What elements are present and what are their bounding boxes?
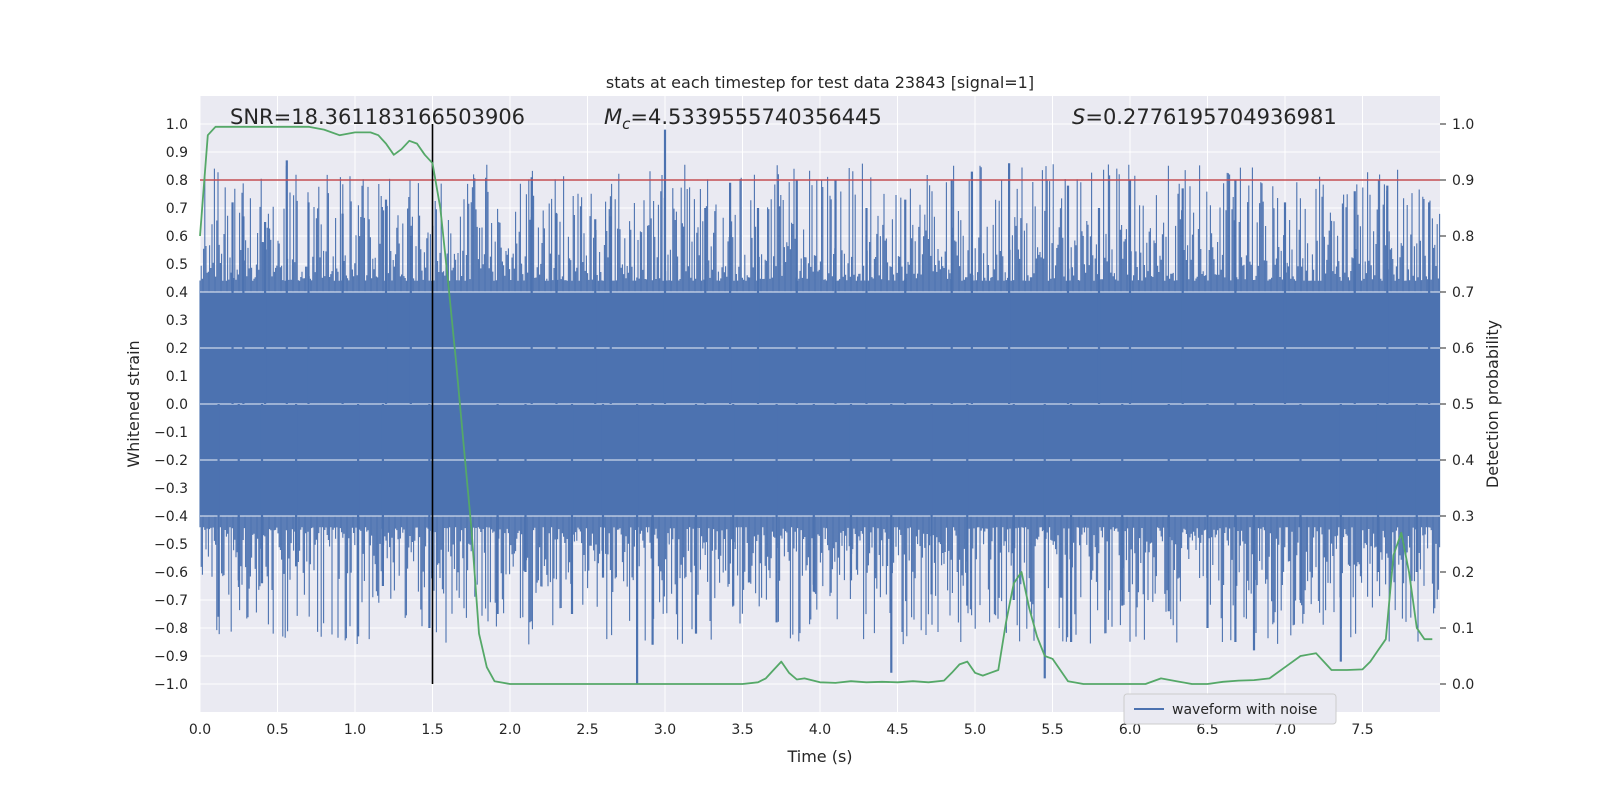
chirp-mass-value: =4.5339555740356445: [630, 105, 881, 129]
legend: waveform with noise: [1123, 693, 1337, 725]
y-left-tick-label: 0.0: [166, 397, 188, 413]
y-right-tick-label: 0.3: [1452, 509, 1474, 525]
y-left-tick-label: 0.1: [166, 369, 188, 385]
y-left-tick-label: −0.4: [154, 509, 188, 525]
y-right-tick-label: 0.7: [1452, 285, 1474, 301]
x-tick-label: 0.5: [266, 722, 288, 738]
chirp-mass-symbol: M: [604, 105, 622, 129]
y-right-tick-label: 0.1: [1452, 621, 1474, 637]
y-left-tick-label: −0.8: [154, 621, 188, 637]
y-right-tick-label: 0.6: [1452, 341, 1474, 357]
x-tick-label: 5.0: [964, 722, 986, 738]
s-value: =0.2776195704936981: [1085, 105, 1336, 129]
y-right-tick-label: 1.0: [1452, 117, 1474, 133]
y-right-tick-label: 0.2: [1452, 565, 1474, 581]
y-left-tick-label: −1.0: [154, 677, 188, 693]
legend-box: [1123, 693, 1337, 725]
y-left-tick-label: −0.6: [154, 565, 188, 581]
y-left-tick-label: 0.8: [166, 173, 188, 189]
x-axis-label: Time (s): [786, 747, 852, 766]
y-right-tick-label: 0.8: [1452, 229, 1474, 245]
x-tick-label: 7.5: [1351, 722, 1373, 738]
detection-probability-series: [199, 125, 1433, 685]
x-tick-label: 2.5: [576, 722, 598, 738]
y-left-tick-label: −0.7: [154, 593, 188, 609]
x-tick-label: 3.5: [731, 722, 753, 738]
y-left-tick-label: −0.1: [154, 425, 188, 441]
x-tick-label: 0.0: [189, 722, 211, 738]
y-left-tick-label: −0.5: [154, 537, 188, 553]
legend-label-waveform: waveform with noise: [1172, 702, 1317, 718]
y-left-tick-label: −0.3: [154, 481, 188, 497]
x-tick-label: 6.0: [1119, 722, 1141, 738]
y-left-tick-label: −0.9: [154, 649, 188, 665]
chart-title: stats at each timestep for test data 238…: [606, 73, 1034, 92]
x-tick-label: 2.0: [499, 722, 521, 738]
chirp-mass-annotation: Mc=4.5339555740356445: [604, 105, 882, 133]
x-tick-label: 4.5: [886, 722, 908, 738]
y-axis-left-label: Whitened strain: [124, 340, 143, 467]
y-left-tick-label: 0.5: [166, 257, 188, 273]
y-left-tick-label: 0.2: [166, 341, 188, 357]
chirp-mass-subscript: c: [622, 115, 631, 133]
s-annotation: S=0.2776195704936981: [1072, 105, 1337, 129]
x-tick-label: 1.5: [421, 722, 443, 738]
y-right-tick-label: 0.4: [1452, 453, 1474, 469]
s-symbol: S: [1072, 105, 1085, 129]
x-tick-label: 4.0: [809, 722, 831, 738]
y-left-tick-label: 0.7: [166, 201, 188, 217]
y-axis-right-label: Detection probability: [1483, 320, 1502, 488]
detection-probability-line: [199, 125, 1433, 685]
y-left-tick-label: 1.0: [166, 117, 188, 133]
y-right-tick-label: 0.5: [1452, 397, 1474, 413]
snr-annotation: SNR=18.361183166503906: [230, 105, 525, 129]
x-tick-label: 3.0: [654, 722, 676, 738]
x-tick-label: 6.5: [1196, 722, 1218, 738]
y-left-tick-label: 0.4: [166, 285, 188, 301]
y-left-tick-label: 0.6: [166, 229, 188, 245]
x-tick-label: 1.0: [344, 722, 366, 738]
y-left-tick-label: −0.2: [154, 453, 188, 469]
y-left-tick-label: 0.3: [166, 313, 188, 329]
x-tick-label: 5.5: [1041, 722, 1063, 738]
waveform-with-noise-series: [199, 129, 1441, 684]
x-tick-label: 7.0: [1274, 722, 1296, 738]
y-right-tick-label: 0.0: [1452, 677, 1474, 693]
axis-ticks: 0.0 0.5 1.0 1.5 2.0 2.5 3.0 3.5 4.0 4.5 5.0 5.5 6.0 6…: [154, 117, 1474, 738]
y-left-tick-label: 0.9: [166, 145, 188, 161]
y-right-tick-label: 0.9: [1452, 173, 1474, 189]
